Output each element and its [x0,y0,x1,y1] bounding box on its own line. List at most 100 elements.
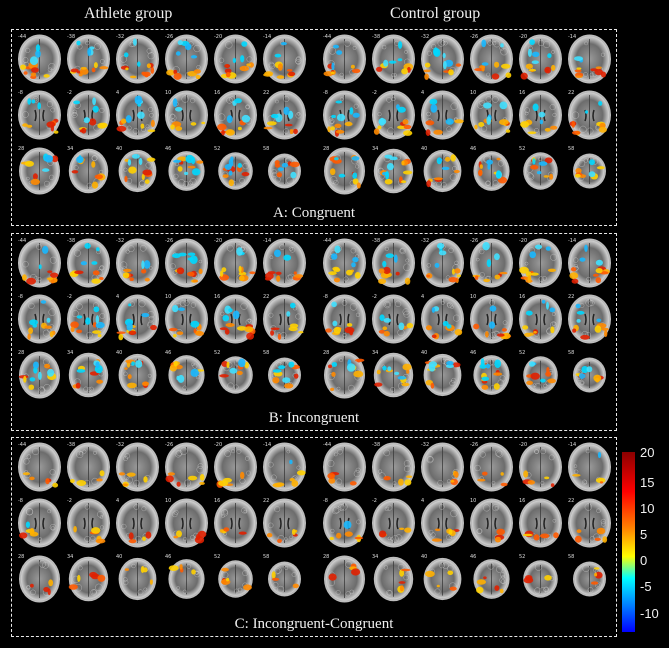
brain-slice: 58 [566,350,613,400]
athlete-slices: -44 -38 -32 -26 -20 -14 -8 -2 4 10 16 22 28 34 40 46 52 5… [16,34,308,202]
brain-slice: 10 [468,294,515,344]
slice-z-label: -44 [323,442,332,448]
brain-slice: 34 [65,146,112,196]
brain-slice: 52 [212,554,259,604]
slice-z-label: -20 [519,442,528,448]
slice-z-label: -8 [18,498,23,504]
slice-z-label: 34 [372,350,379,356]
colorbar [622,452,635,632]
slice-z-label: -32 [116,238,125,244]
brain-slice: -20 [517,238,564,288]
brain-slice: -14 [261,442,308,492]
slice-z-label: 4 [116,90,120,96]
brain-slice: 52 [517,350,564,400]
slice-z-label: 40 [421,554,428,560]
brain-slice: 10 [163,294,210,344]
brain-slice: 16 [517,498,564,548]
brain-slice: -32 [419,34,466,84]
panel-incongruent-minus-congruent: -44 -38 -32 -26 -20 -14 -8 -2 4 10 16 22 28 34 40 46 52 5… [11,437,617,637]
brain-slice: 46 [163,554,210,604]
brain-slice: -44 [321,238,368,288]
brain-slice: 34 [370,350,417,400]
athlete-slices: -44 -38 -32 -26 -20 -14 -8 -2 4 10 16 22 28 34 40 46 52 5… [16,442,308,610]
brain-slice: -20 [517,442,564,492]
slice-z-label: -20 [519,238,528,244]
brain-slice: 34 [370,554,417,604]
brain-slice: 28 [16,554,63,604]
slice-z-label: 10 [165,498,172,504]
slice-z-label: -8 [323,498,328,504]
brain-slice: -26 [468,34,515,84]
brain-slice: -8 [16,294,63,344]
slice-z-label: 52 [214,146,221,152]
colorbar-tick-label: -5 [640,579,652,594]
brain-slice: 58 [261,554,308,604]
slice-z-label: -44 [323,238,332,244]
brain-slice: 40 [419,350,466,400]
slice-z-label: -2 [67,498,72,504]
brain-slice: 4 [419,498,466,548]
brain-slice: 28 [16,146,63,196]
brain-slice: 28 [16,350,63,400]
slice-z-label: 46 [165,554,172,560]
slice-z-label: 16 [214,498,221,504]
brain-slice: 46 [163,146,210,196]
slice-z-label: 46 [470,350,477,356]
slice-z-label: -26 [165,34,174,40]
brain-slice: 40 [419,554,466,604]
slice-z-label: 28 [323,350,330,356]
control-slices: -44 -38 -32 -26 -20 -14 -8 -2 4 10 16 22 28 34 40 46 52 5… [321,238,613,406]
slice-z-label: -44 [18,34,27,40]
brain-slice: -20 [517,34,564,84]
slice-z-label: -26 [165,442,174,448]
slice-z-label: -26 [165,238,174,244]
brain-slice: 40 [114,554,161,604]
slice-z-label: 52 [519,554,526,560]
brain-slice: -2 [65,90,112,140]
control-slices: -44 -38 -32 -26 -20 -14 -8 -2 4 10 16 22 28 34 40 46 52 5… [321,34,613,202]
slice-z-label: 10 [470,90,477,96]
brain-slice: 4 [114,294,161,344]
brain-slice: -26 [468,238,515,288]
slice-z-label: 22 [263,90,270,96]
brain-slice: -14 [261,238,308,288]
brain-slice: 16 [517,90,564,140]
slice-z-label: 16 [519,294,526,300]
slice-z-label: -14 [568,238,577,244]
brain-slice: 46 [468,350,515,400]
colorbar-tick-label: 10 [640,501,655,516]
slice-z-label: 34 [67,554,74,560]
brain-slice: 40 [419,146,466,196]
slice-z-label: -32 [421,442,430,448]
brain-slice: 10 [468,498,515,548]
brain-slice: 4 [114,498,161,548]
colorbar-tick-label: 20 [640,445,655,460]
brain-slice: -26 [163,34,210,84]
slice-z-label: 52 [214,554,221,560]
slice-z-label: 46 [165,350,172,356]
colorbar-tick-label: 15 [640,475,655,490]
brain-slice: 22 [261,498,308,548]
slice-z-label: 58 [263,350,270,356]
slice-z-label: -32 [116,442,125,448]
slice-z-label: 46 [165,146,172,152]
colorbar-tick-label: -10 [640,606,659,621]
brain-slice: -8 [16,498,63,548]
slice-z-label: -14 [263,34,272,40]
slice-z-label: -20 [214,442,223,448]
brain-slice: -20 [212,442,259,492]
slice-z-label: -26 [470,238,479,244]
brain-slice: 40 [114,146,161,196]
brain-slice: 34 [65,554,112,604]
slice-z-label: 52 [519,350,526,356]
brain-slice: 22 [261,90,308,140]
brain-slice: -20 [212,34,259,84]
panel-incongruent: -44 -38 -32 -26 -20 -14 -8 -2 4 10 16 22 28 34 40 46 52 5… [11,233,617,431]
brain-slice: -14 [261,34,308,84]
slice-z-label: -14 [263,442,272,448]
brain-slice: 46 [468,554,515,604]
slice-z-label: 4 [421,90,425,96]
slice-z-label: 16 [519,90,526,96]
brain-slice: -26 [163,442,210,492]
brain-slice: 58 [261,146,308,196]
